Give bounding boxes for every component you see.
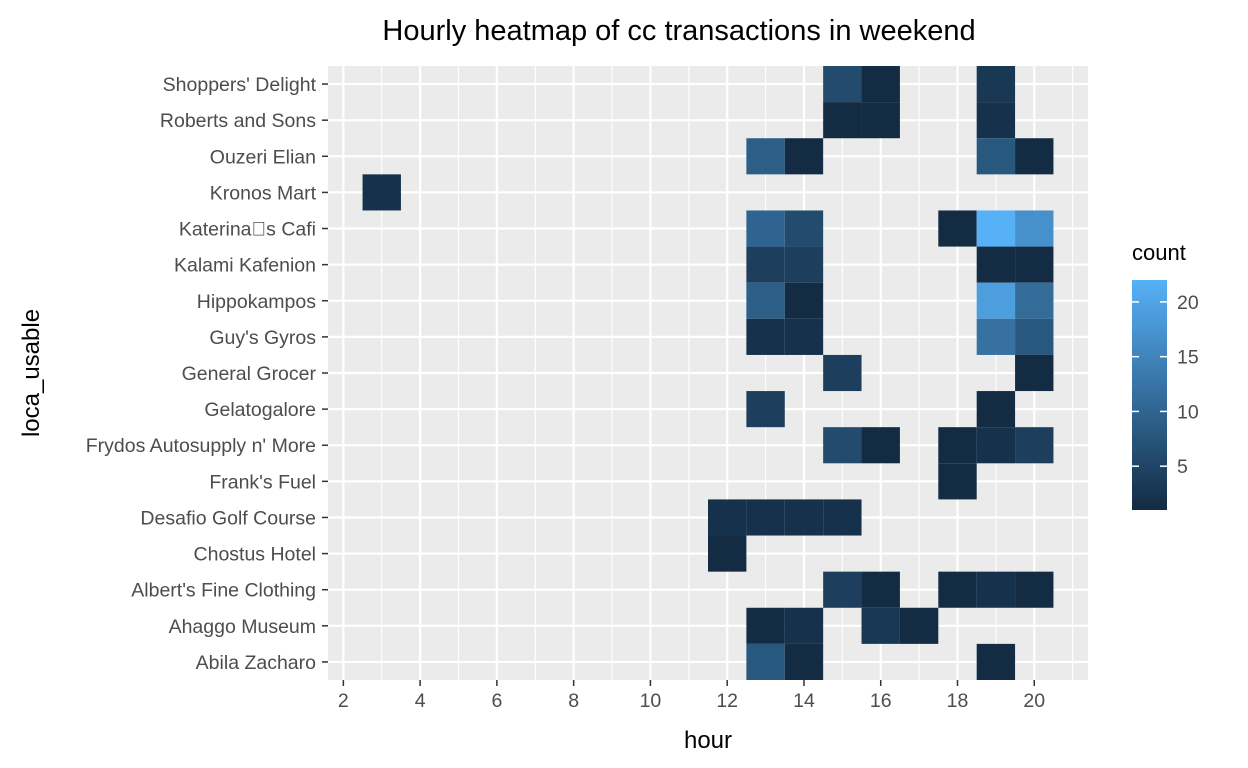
heatmap-cell <box>938 210 977 247</box>
heatmap-cell <box>861 607 900 644</box>
x-tick-label: 16 <box>870 690 892 712</box>
y-tick-label: Frydos Autosupply n' More <box>86 435 316 457</box>
y-tick-label: Shoppers' Delight <box>163 74 317 96</box>
heatmap-cell <box>823 499 862 536</box>
heatmap-cell <box>976 427 1016 464</box>
heatmap-cell <box>784 643 824 680</box>
y-tick-label: Katerina s Cafi <box>179 219 316 241</box>
x-tick-label: 4 <box>415 690 426 712</box>
x-tick-label: 10 <box>640 690 662 712</box>
y-axis: Abila Zacharo Ahaggo Museum Albert's Fine … <box>86 74 328 674</box>
heatmap-cell <box>746 318 785 355</box>
heatmap-cell <box>938 427 977 464</box>
legend-title: count <box>1132 240 1186 265</box>
heatmap-cell <box>938 571 977 608</box>
heatmap-cell <box>823 571 862 608</box>
y-tick-label: Ouzeri Elian <box>210 146 316 168</box>
heatmap-cell <box>823 102 862 139</box>
y-tick-label: General Grocer <box>182 363 317 385</box>
x-tick-label: 8 <box>568 690 579 712</box>
heatmap-cell <box>1015 210 1054 247</box>
legend-tick-label: 20 <box>1177 292 1199 314</box>
heatmap-cell <box>938 463 977 500</box>
legend: count 5 10 15 20 <box>1132 240 1199 510</box>
legend-tick-label: 5 <box>1177 456 1188 478</box>
y-tick-label: Kalami Kafenion <box>174 255 316 277</box>
x-tick-label: 14 <box>793 690 815 712</box>
heatmap-cell <box>746 138 785 175</box>
grid-lines <box>328 66 1088 680</box>
y-tick-label: Chostus Hotel <box>194 544 316 566</box>
heatmap-cell <box>976 138 1016 175</box>
heatmap-cell <box>861 102 900 139</box>
y-tick-label: Roberts and Sons <box>160 110 316 132</box>
y-tick-label: Desafio Golf Course <box>140 507 316 529</box>
x-tick-label: 6 <box>491 690 502 712</box>
heatmap-cell <box>1015 246 1054 283</box>
y-tick-label: Frank's Fuel <box>209 471 316 493</box>
heatmap-cell <box>976 102 1016 139</box>
heatmap-cell <box>976 66 1016 103</box>
y-tick-label: Hippokampos <box>197 291 316 313</box>
heatmap-cell <box>823 66 862 103</box>
heatmap-cell <box>1015 571 1054 608</box>
heatmap-cell <box>861 427 900 464</box>
y-tick-label: Abila Zacharo <box>196 652 316 674</box>
heatmap-cell <box>976 571 1016 608</box>
heatmap-cell <box>1015 318 1054 355</box>
heatmap-cell <box>899 607 939 644</box>
heatmap-cell <box>1015 354 1054 392</box>
heatmap-cell <box>746 499 785 536</box>
x-tick-label: 12 <box>716 690 738 712</box>
heatmap-cell <box>784 246 824 283</box>
legend-ticks: 5 10 15 20 <box>1132 292 1199 478</box>
heatmap-cell <box>1015 282 1054 319</box>
heatmap-cell <box>976 282 1016 319</box>
heatmap-cell <box>976 210 1016 247</box>
legend-colorbar <box>1132 280 1167 510</box>
heatmap-cell <box>784 499 824 536</box>
heatmap-cell <box>746 391 785 428</box>
heatmap-cell <box>1015 138 1054 175</box>
y-tick-label: Kronos Mart <box>210 182 317 204</box>
heatmap-cell <box>746 607 785 644</box>
heatmap-cell <box>746 246 785 283</box>
y-tick-label: Ahaggo Museum <box>169 616 316 638</box>
heatmap-cell <box>708 535 747 572</box>
heatmap-cell <box>823 354 862 392</box>
heatmap-cell <box>976 246 1016 283</box>
heatmap-cell <box>976 391 1016 428</box>
heatmap-cell <box>1015 427 1054 464</box>
x-tick-label: 18 <box>947 690 969 712</box>
heatmap-cell <box>362 174 401 211</box>
heatmap-cell <box>746 210 785 247</box>
x-axis: 2 4 6 8 10 12 14 16 18 20 <box>338 680 1045 712</box>
heatmap-cell <box>976 318 1016 355</box>
x-axis-title: hour <box>684 727 732 754</box>
heatmap-cell <box>746 643 785 680</box>
legend-tick-label: 10 <box>1177 401 1199 423</box>
heatmap-cell <box>784 210 824 247</box>
heatmap-cell <box>784 318 824 355</box>
y-axis-title: loca_usable <box>18 309 45 437</box>
heatmap-cell <box>823 427 862 464</box>
chart-title: Hourly heatmap of cc transactions in wee… <box>382 15 975 47</box>
y-tick-label: Guy's Gyros <box>209 327 316 349</box>
heatmap-cell <box>746 282 785 319</box>
heatmap-cells <box>362 66 1054 680</box>
y-tick-label: Gelatogalore <box>204 399 316 421</box>
heatmap-cell <box>976 643 1016 680</box>
heatmap-cell <box>861 571 900 608</box>
heatmap-cell <box>784 138 824 175</box>
heatmap-cell <box>784 282 824 319</box>
heatmap-cell <box>784 607 824 644</box>
x-tick-label: 2 <box>338 690 349 712</box>
legend-tick-label: 15 <box>1177 347 1199 369</box>
y-tick-label: Albert's Fine Clothing <box>131 580 316 602</box>
heatmap-cell <box>708 499 747 536</box>
heatmap-cell <box>861 66 900 103</box>
x-tick-label: 20 <box>1023 690 1045 712</box>
